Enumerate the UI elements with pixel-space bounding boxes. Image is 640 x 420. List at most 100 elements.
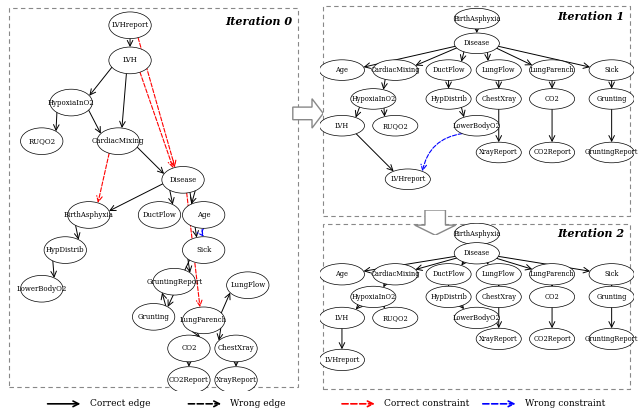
Ellipse shape [589,89,634,109]
Ellipse shape [182,237,225,263]
Text: Disease: Disease [463,249,490,257]
Text: GruntingReport: GruntingReport [585,335,638,343]
Ellipse shape [372,264,418,285]
Text: LungParench: LungParench [530,270,574,278]
Text: Grunting: Grunting [138,313,170,321]
Ellipse shape [68,202,110,228]
Text: LowerBodyO2: LowerBodyO2 [453,314,500,322]
Text: Age: Age [197,211,211,219]
Text: DuctFlow: DuctFlow [143,211,177,219]
Text: GruntingReport: GruntingReport [585,149,638,157]
Ellipse shape [162,166,204,193]
Ellipse shape [182,202,225,228]
Text: LVHreport: LVHreport [390,175,426,183]
Text: HypDistrib: HypDistrib [46,246,84,254]
Ellipse shape [153,268,195,295]
Text: Iteration 0: Iteration 0 [225,16,292,27]
Text: DuctFlow: DuctFlow [433,270,465,278]
Text: Disease: Disease [463,39,490,47]
Text: XrayReport: XrayReport [216,376,257,384]
Text: LungFlow: LungFlow [230,281,266,289]
Ellipse shape [589,328,634,349]
Ellipse shape [454,33,499,54]
Ellipse shape [476,264,522,285]
Text: CO2: CO2 [545,95,559,103]
Ellipse shape [215,335,257,362]
Ellipse shape [529,286,575,307]
Ellipse shape [97,128,140,155]
Text: CardiacMixing: CardiacMixing [371,66,420,74]
Text: LungParench: LungParench [530,66,574,74]
Ellipse shape [454,223,499,244]
Ellipse shape [385,169,430,189]
Text: LungParench: LungParench [180,316,227,324]
Text: HypoxiaInO2: HypoxiaInO2 [351,293,396,301]
Text: LungFlow: LungFlow [482,270,515,278]
Ellipse shape [227,272,269,299]
Text: Wrong constraint: Wrong constraint [525,399,605,408]
Polygon shape [293,99,323,128]
Text: ChestXray: ChestXray [218,344,255,352]
Text: Correct edge: Correct edge [90,399,150,408]
Ellipse shape [454,243,499,264]
Ellipse shape [132,304,175,330]
Text: XrayReport: XrayReport [479,149,518,157]
Ellipse shape [476,328,522,349]
Ellipse shape [454,307,499,328]
Text: RUQO2: RUQO2 [382,314,408,322]
Ellipse shape [319,116,365,136]
Text: DuctFlow: DuctFlow [433,66,465,74]
Text: LVH: LVH [335,314,349,322]
Text: ChestXray: ChestXray [481,293,516,301]
Ellipse shape [529,328,575,349]
Text: HypoxiaInO2: HypoxiaInO2 [48,99,95,107]
Text: CO2Report: CO2Report [169,376,209,384]
Text: CO2Report: CO2Report [533,335,571,343]
Ellipse shape [476,286,522,307]
Text: Sick: Sick [196,246,211,254]
Text: HypDistrib: HypDistrib [430,293,467,301]
Ellipse shape [319,60,365,80]
Ellipse shape [454,8,499,29]
Text: LungFlow: LungFlow [482,66,515,74]
Ellipse shape [372,116,418,136]
Ellipse shape [589,286,634,307]
Text: LVH: LVH [123,56,138,64]
Text: RUQO2: RUQO2 [28,137,55,145]
Ellipse shape [168,335,210,362]
Text: BirthAsphyxia: BirthAsphyxia [64,211,114,219]
Text: CardiacMixing: CardiacMixing [371,270,420,278]
Ellipse shape [138,202,180,228]
Ellipse shape [426,89,471,109]
Text: CO2: CO2 [545,293,559,301]
Text: Age: Age [335,66,348,74]
Ellipse shape [109,47,151,74]
Text: Sick: Sick [604,270,619,278]
Ellipse shape [319,264,365,285]
Text: Grunting: Grunting [596,293,627,301]
Text: Iteration 1: Iteration 1 [557,10,624,21]
Ellipse shape [589,264,634,285]
Ellipse shape [215,367,257,394]
Text: Correct constraint: Correct constraint [384,399,469,408]
Text: XrayReport: XrayReport [479,335,518,343]
Text: LVH: LVH [335,122,349,130]
Text: Sick: Sick [604,66,619,74]
Ellipse shape [319,307,365,328]
Text: Wrong edge: Wrong edge [230,399,286,408]
Text: LVHreport: LVHreport [324,356,360,364]
Ellipse shape [319,349,365,370]
Text: RUQO2: RUQO2 [382,122,408,130]
Ellipse shape [182,307,225,334]
Ellipse shape [529,142,575,163]
Ellipse shape [476,89,522,109]
Text: LVHreport: LVHreport [111,21,148,29]
Ellipse shape [20,276,63,302]
Text: CO2: CO2 [181,344,196,352]
Ellipse shape [454,116,499,136]
Ellipse shape [529,60,575,80]
Text: LowerBodyO2: LowerBodyO2 [17,285,67,293]
Text: Iteration 2: Iteration 2 [557,228,624,239]
Ellipse shape [372,307,418,328]
Text: GruntingReport: GruntingReport [146,278,202,286]
